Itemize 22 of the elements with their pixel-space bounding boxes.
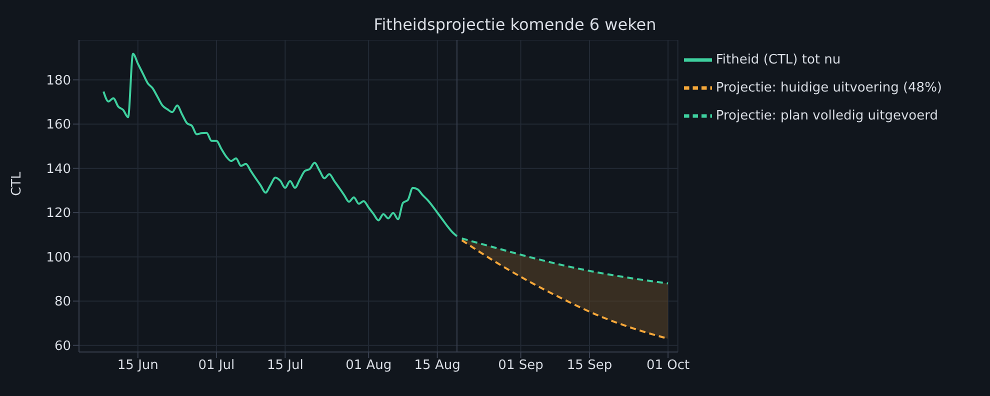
chart-title: Fitheidsprojectie komende 6 weken bbox=[372, 14, 658, 36]
line-series bbox=[102, 52, 458, 238]
x-tick-label: 15 Jun bbox=[117, 358, 158, 374]
x-tick-label: 01 Aug bbox=[346, 358, 392, 374]
legend-label: Projectie: huidige uitvoering (48%) bbox=[716, 80, 942, 96]
x-tick-label: 01 Oct bbox=[646, 358, 690, 374]
x-tick-label: 01 Jul bbox=[198, 358, 235, 374]
x-tick-label: 15 Sep bbox=[566, 358, 612, 374]
line-series bbox=[460, 237, 670, 284]
x-tick-label: 15 Aug bbox=[414, 358, 460, 374]
y-tick-label: 80 bbox=[54, 294, 71, 310]
legend-label: Fitheid (CTL) tot nu bbox=[716, 52, 841, 68]
y-tick-label: 180 bbox=[46, 73, 71, 88]
y-tick-label: 100 bbox=[46, 250, 71, 266]
y-tick-label: 160 bbox=[46, 118, 71, 133]
y-tick-label: 120 bbox=[46, 206, 71, 222]
y-axis-title: CTL bbox=[10, 170, 25, 196]
x-tick-label: 01 Sep bbox=[498, 358, 544, 374]
y-tick-label: 60 bbox=[54, 338, 71, 354]
legend-label: Projectie: plan volledig uitgevoerd bbox=[716, 108, 938, 124]
x-tick-label: 15 Jul bbox=[266, 358, 304, 374]
y-tick-label: 140 bbox=[46, 162, 71, 177]
